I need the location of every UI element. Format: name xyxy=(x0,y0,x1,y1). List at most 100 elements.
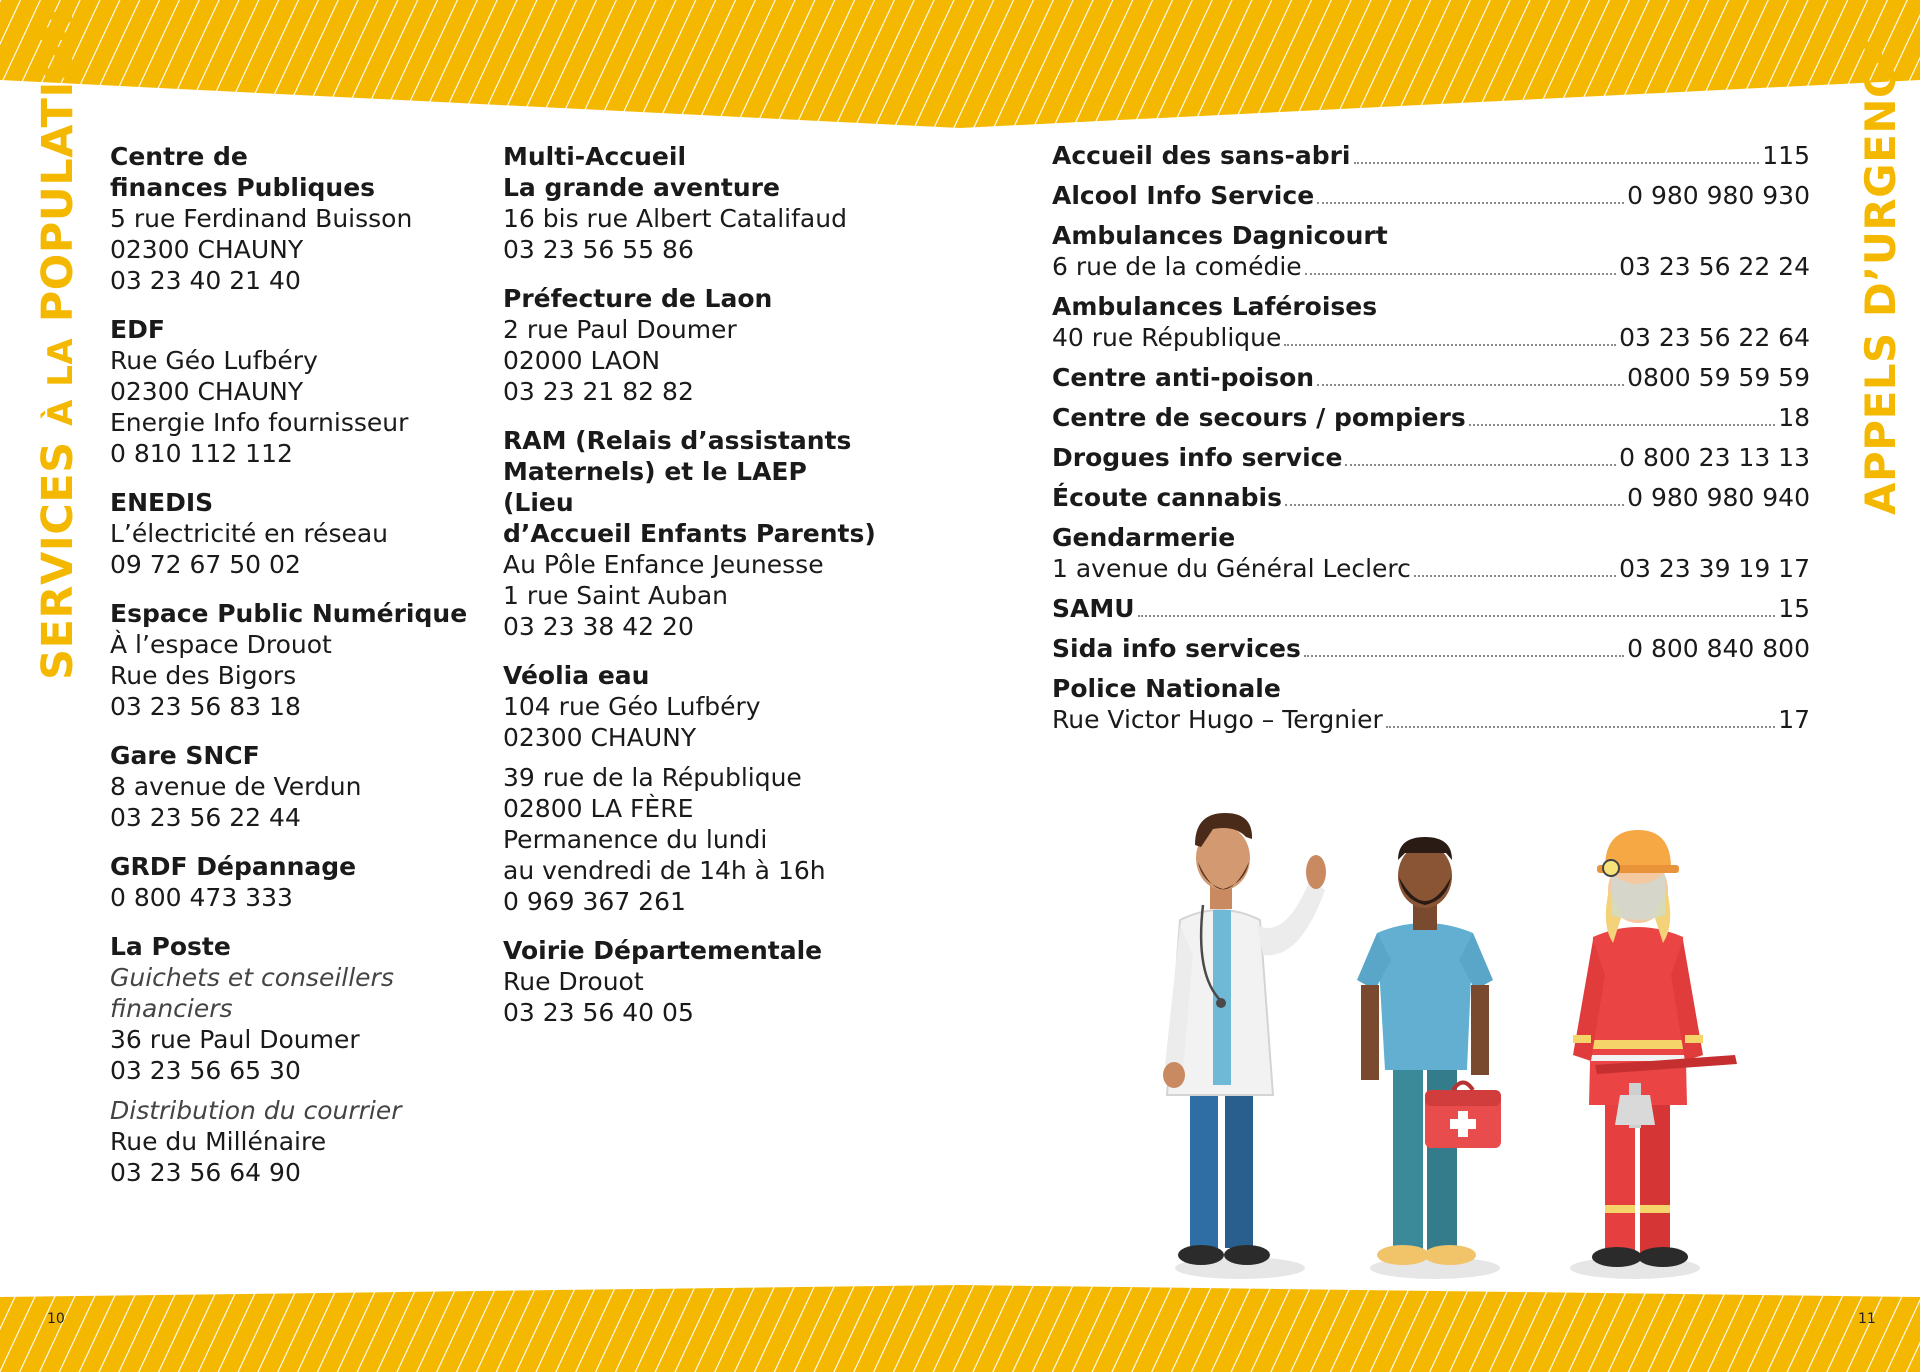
emergency-number: 0 980 980 940 xyxy=(1627,483,1810,512)
dotted-leader xyxy=(1303,655,1625,657)
service-line: À l’espace Drouot xyxy=(110,630,332,659)
emergency-number: 18 xyxy=(1778,403,1810,432)
service-line: 02300 CHAUNY xyxy=(110,377,304,406)
service-entry: RAM (Relais d’assistants Maternels) et l… xyxy=(503,425,878,642)
service-heading: Gare SNCF xyxy=(110,741,260,770)
service-line: Energie Info fournisseur xyxy=(110,408,409,437)
service-heading: Voirie Départementale xyxy=(503,936,823,965)
emergency-number: 15 xyxy=(1778,594,1810,623)
service-phone: 0 969 367 261 xyxy=(503,887,686,916)
service-heading: Multi-Accueil xyxy=(503,142,687,171)
dotted-leader xyxy=(1385,726,1776,728)
service-entry: Gare SNCF 8 avenue de Verdun 03 23 56 22… xyxy=(110,740,485,833)
service-subtitle: Distribution du courrier xyxy=(110,1096,402,1125)
service-line: 36 rue Paul Doumer xyxy=(110,1025,360,1054)
emergency-row: 1 avenue du Général Leclerc 03 23 39 19 1… xyxy=(1052,553,1810,584)
service-entry: Espace Public Numérique À l’espace Drouo… xyxy=(110,598,485,722)
service-line: 16 bis rue Albert Catalifaud xyxy=(503,204,847,233)
emergency-row: 6 rue de la comédie 03 23 56 22 24 xyxy=(1052,251,1810,282)
nurse-figure xyxy=(1357,837,1501,1265)
emergency-number: 17 xyxy=(1778,705,1810,734)
service-entry: EDF Rue Géo Lufbéry 02300 CHAUNY Energie… xyxy=(110,314,485,469)
service-phone: 03 23 56 55 86 xyxy=(503,235,694,264)
services-vertical-title: SERVICES À LA POPULATION xyxy=(33,8,83,680)
emergency-row: Rue Victor Hugo – Tergnier 17 xyxy=(1052,704,1810,735)
service-phone: 03 23 38 42 20 xyxy=(503,612,694,641)
emergency-entry: Ambulances Laféroises 40 rue République 03… xyxy=(1052,291,1810,353)
dotted-leader xyxy=(1345,464,1617,466)
service-heading: Préfecture de Laon xyxy=(503,284,773,313)
dotted-leader xyxy=(1413,575,1617,577)
emergency-number: 0800 59 59 59 xyxy=(1627,363,1810,392)
emergency-entry: Centre de secours / pompiers 18 xyxy=(1052,402,1810,433)
service-phone: 09 72 67 50 02 xyxy=(110,550,301,579)
page-number-left: 10 xyxy=(47,1311,65,1327)
emergency-entry: SAMU 15 xyxy=(1052,593,1810,624)
service-phone: 03 23 56 22 44 xyxy=(110,803,301,832)
service-entry: Centre de finances Publiques 5 rue Ferdi… xyxy=(110,141,485,296)
emergency-row: Sida info services 0 800 840 800 xyxy=(1052,633,1810,664)
service-entry: Multi-Accueil La grande aventure 16 bis … xyxy=(503,141,878,265)
service-entry: Voirie Départementale Rue Drouot 03 23 5… xyxy=(503,935,878,1028)
emergency-number: 03 23 39 19 17 xyxy=(1619,554,1810,583)
emergency-entry: Gendarmerie 1 avenue du Général Leclerc 03… xyxy=(1052,522,1810,584)
emergency-row: Accueil des sans-abri 115 xyxy=(1052,140,1810,171)
emergency-number: 0 980 980 930 xyxy=(1627,181,1810,210)
emergency-label: Centre anti-poison xyxy=(1052,363,1315,392)
dotted-leader xyxy=(1468,424,1776,426)
doctor-figure xyxy=(1163,813,1326,1265)
service-heading-line3: d’Accueil Enfants Parents) xyxy=(503,519,876,548)
emergency-heading: Ambulances Dagnicourt xyxy=(1052,221,1388,250)
service-subtitle: Guichets et conseillers financiers xyxy=(110,963,394,1023)
service-line: 1 rue Saint Auban xyxy=(503,581,729,610)
service-heading-line2: Maternels) et le LAEP (Lieu xyxy=(503,457,807,517)
service-phone: 03 23 40 21 40 xyxy=(110,266,301,295)
emergency-entry: Écoute cannabis 0 980 980 940 xyxy=(1052,482,1810,513)
dotted-leader xyxy=(1304,273,1617,275)
emergency-entry: Centre anti-poison 0800 59 59 59 xyxy=(1052,362,1810,393)
emergency-entry: Police Nationale Rue Victor Hugo – Tergni… xyxy=(1052,673,1810,735)
service-line: 02800 LA FÈRE xyxy=(503,794,694,823)
service-line: 104 rue Géo Lufbéry xyxy=(503,692,761,721)
emergency-label: 1 avenue du Général Leclerc xyxy=(1052,554,1411,583)
service-line: 39 rue de la République xyxy=(503,763,802,792)
appels-urgence-vertical-title: APPELS D’URGENCE xyxy=(1856,37,1905,516)
dotted-leader xyxy=(1284,504,1625,506)
emergency-entry: Ambulances Dagnicourt 6 rue de la comédie… xyxy=(1052,220,1810,282)
service-line: L’électricité en réseau xyxy=(110,519,389,548)
emergency-row: SAMU 15 xyxy=(1052,593,1810,624)
page-number-right: 11 xyxy=(1858,1311,1876,1327)
emergency-label: 6 rue de la comédie xyxy=(1052,252,1302,281)
emergency-row: 40 rue République 03 23 56 22 64 xyxy=(1052,322,1810,353)
emergency-row: Écoute cannabis 0 980 980 940 xyxy=(1052,482,1810,513)
service-line: Au Pôle Enfance Jeunesse xyxy=(503,550,824,579)
service-phone: 03 23 21 82 82 xyxy=(503,377,694,406)
emergency-label: Rue Victor Hugo – Tergnier xyxy=(1052,705,1383,734)
service-line: 02300 CHAUNY xyxy=(503,723,697,752)
emergency-number: 0 800 23 13 13 xyxy=(1619,443,1810,472)
emergency-label: Sida info services xyxy=(1052,634,1301,663)
service-heading: GRDF Dépannage xyxy=(110,852,357,881)
service-heading: RAM (Relais d’assistants xyxy=(503,426,852,455)
title-part-population: POPULATION xyxy=(33,7,83,338)
emergency-numbers-list: Accueil des sans-abri 115 Alcool Info Serv… xyxy=(1052,140,1810,744)
bottom-hatched-band xyxy=(0,1285,1920,1372)
emergency-label: Drogues info service xyxy=(1052,443,1343,472)
service-heading: ENEDIS xyxy=(110,488,214,517)
service-phone: 03 23 56 40 05 xyxy=(503,998,694,1027)
service-line: Rue des Bigors xyxy=(110,661,297,690)
service-phone: 03 23 56 64 90 xyxy=(110,1158,301,1187)
service-heading-line2: La grande aventure xyxy=(503,173,780,202)
emergency-label: Alcool Info Service xyxy=(1052,181,1315,210)
emergency-label: 40 rue République xyxy=(1052,323,1282,352)
title-part-services: SERVICES xyxy=(33,425,83,680)
emergency-entry: Sida info services 0 800 840 800 xyxy=(1052,633,1810,664)
dotted-leader xyxy=(1353,162,1760,164)
service-heading: La Poste xyxy=(110,932,231,961)
services-column-a: Centre de finances Publiques 5 rue Ferdi… xyxy=(110,141,485,1206)
service-heading: Véolia eau xyxy=(503,661,650,690)
firefighter-figure xyxy=(1573,830,1737,1267)
emergency-workers-illustration xyxy=(1135,765,1775,1285)
emergency-heading: Gendarmerie xyxy=(1052,523,1236,552)
service-phone: 0 810 112 112 xyxy=(110,439,293,468)
